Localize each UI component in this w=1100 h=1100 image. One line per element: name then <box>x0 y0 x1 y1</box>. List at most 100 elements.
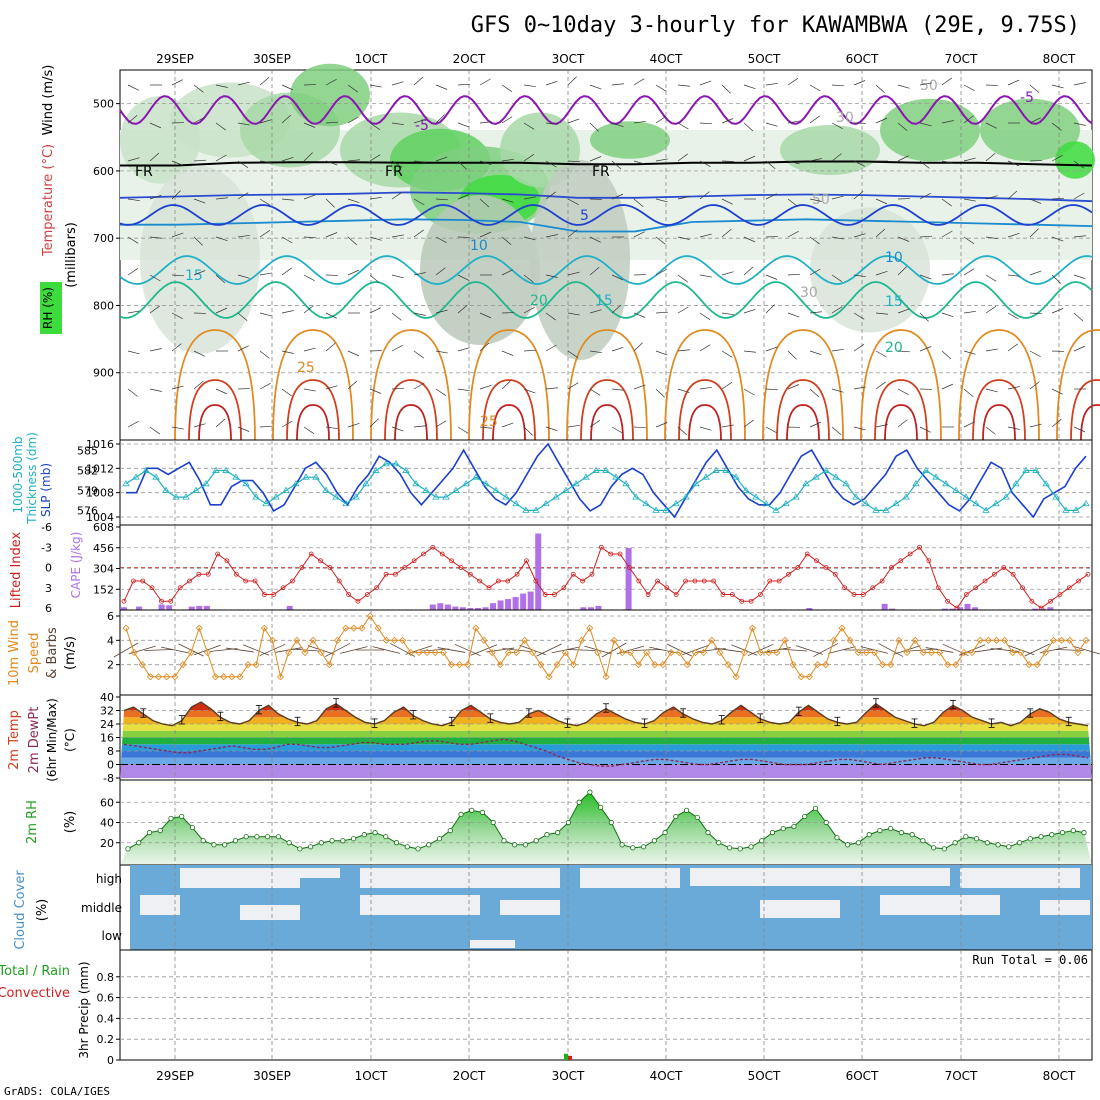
wind-barb <box>809 198 822 202</box>
wind-barb <box>1073 345 1086 352</box>
thickness-marker <box>582 473 590 480</box>
rh-marker <box>157 827 163 834</box>
wind-barb <box>347 198 360 204</box>
wind-barb <box>523 274 534 283</box>
wind-barb <box>501 116 513 124</box>
wind-barb <box>677 122 689 130</box>
rh-marker <box>168 815 174 822</box>
wind-barb <box>655 158 668 162</box>
thickness-marker <box>502 493 510 500</box>
rh-marker <box>759 838 765 844</box>
lifted-index-marker <box>187 578 192 584</box>
wind-barb <box>545 191 556 200</box>
wind-speed-marker <box>968 648 976 657</box>
lifted-index-marker <box>467 571 473 577</box>
contour-line-5 <box>119 204 1093 226</box>
warm-contour-arch <box>370 329 452 441</box>
wind-barb <box>985 348 998 352</box>
thickness-tick-label: 576 <box>77 504 98 517</box>
wind-barb <box>831 236 844 240</box>
wind-barb <box>941 312 954 318</box>
wind-barb <box>601 642 627 658</box>
wind-barb <box>787 384 800 390</box>
precip-total-bar <box>564 1053 568 1060</box>
wind-barb <box>215 122 226 131</box>
wind-barb <box>809 158 822 162</box>
lifted-index-marker <box>655 578 660 584</box>
thickness-marker <box>142 466 150 473</box>
wind-barb <box>699 191 710 200</box>
tick-label: 304 <box>93 563 114 576</box>
contour-line <box>120 160 1093 167</box>
wind-speed-marker <box>911 636 919 644</box>
wind-barb <box>479 384 492 390</box>
wind-barb <box>677 84 690 87</box>
cape-bar <box>964 603 971 610</box>
wind-barb <box>369 388 382 394</box>
cape-bar <box>474 607 481 610</box>
panel-axis-label: Cloud Cover <box>13 870 28 950</box>
cape-bar <box>806 607 813 610</box>
wind-barb <box>391 191 403 200</box>
rh-marker <box>404 844 410 850</box>
wind-barb <box>435 236 447 243</box>
contour-label: 50 <box>812 192 830 208</box>
rh-marker <box>737 846 743 852</box>
wind-speed-marker <box>919 648 927 657</box>
wind-barb <box>193 198 206 204</box>
clear-sky-cell <box>360 868 560 888</box>
tick-label: 1008 <box>86 487 114 500</box>
rh-marker <box>608 819 614 826</box>
wind-speed-marker <box>301 648 309 657</box>
thickness-marker <box>932 473 940 480</box>
wind-barb <box>941 383 954 390</box>
panel-axis-label: SLP (mb) <box>39 463 53 517</box>
wind-barb <box>457 305 468 314</box>
wind-speed-marker <box>610 636 618 644</box>
wind-speed-marker <box>748 624 757 632</box>
wind-barb <box>875 198 888 205</box>
rh-marker <box>211 842 217 848</box>
thickness-marker <box>602 466 610 473</box>
cape-lifted-index-panel: 152 304 456 608 -6 -3 0 3 6 <box>41 521 1093 615</box>
wind-barb <box>567 160 580 163</box>
wind-barb <box>1029 270 1042 276</box>
lifted-index-marker <box>233 571 239 577</box>
cape-bar <box>972 607 979 610</box>
wind-barb <box>963 350 976 355</box>
wind-barb <box>479 198 490 208</box>
top-date-label: 4OCT <box>650 52 683 66</box>
thickness-marker <box>712 466 720 473</box>
lifted-index-marker <box>505 578 511 584</box>
tick-label: 2 <box>107 659 114 672</box>
contour-label: FR <box>385 164 403 180</box>
wind-barb <box>633 342 643 352</box>
lifted-index-marker <box>973 585 979 591</box>
thickness-marker <box>532 506 540 513</box>
thickness-marker <box>212 466 220 473</box>
thickness-marker <box>982 506 990 513</box>
wind-barb <box>743 350 756 353</box>
wind-barb <box>875 228 886 238</box>
wind-barb <box>127 236 139 244</box>
top-date-labels: 29SEP 30SEP 1OCT 2OCT 3OCT 4OCT 5OCT 6OCT 7OCT 8O… <box>156 52 1076 66</box>
contour-line-minus5 <box>119 95 1093 125</box>
rh-marker <box>1038 834 1044 840</box>
wind-barb <box>193 236 203 246</box>
wind-barb <box>875 350 887 358</box>
wind-barb <box>633 198 644 207</box>
cape-bar <box>941 608 948 610</box>
warm-contour-arch <box>566 329 648 441</box>
wind-barb <box>281 388 292 397</box>
wind-speed-marker <box>203 648 211 657</box>
wind-barb <box>113 642 139 658</box>
wind-barb <box>523 307 535 314</box>
wind-barb <box>985 305 997 314</box>
wind-barb <box>897 155 909 162</box>
thickness-marker <box>1002 493 1010 500</box>
wind-barb <box>369 196 382 200</box>
wind-barb <box>699 274 712 278</box>
wind-barb <box>919 160 930 169</box>
wind-barb <box>1024 643 1050 657</box>
panel-axis-label: 2m RH <box>25 800 40 844</box>
